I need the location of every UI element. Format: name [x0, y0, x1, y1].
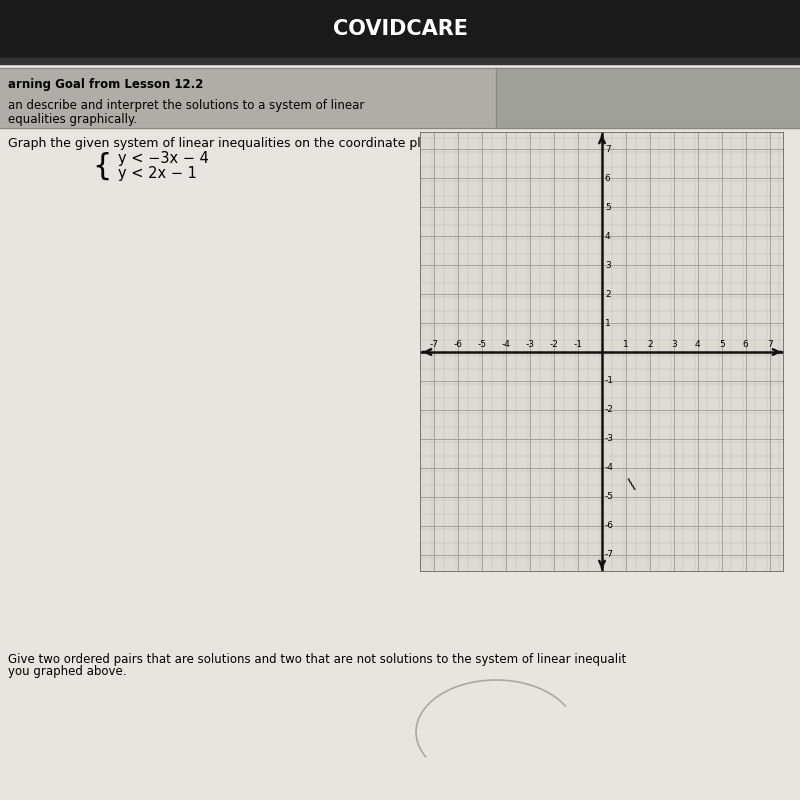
Text: -7: -7	[605, 550, 614, 559]
Text: 4: 4	[695, 339, 701, 349]
Text: COVIDCARE: COVIDCARE	[333, 19, 467, 39]
Text: -3: -3	[605, 434, 614, 443]
Text: 4: 4	[605, 232, 610, 241]
Text: -7: -7	[430, 339, 439, 349]
Text: -1: -1	[605, 377, 614, 386]
Text: 2: 2	[605, 290, 610, 298]
Text: 7: 7	[766, 339, 773, 349]
Text: 6: 6	[605, 174, 610, 183]
Text: 1: 1	[623, 339, 629, 349]
Text: Give two ordered pairs that are solutions and two that are not solutions to the : Give two ordered pairs that are solution…	[8, 654, 626, 666]
Text: 7: 7	[605, 145, 610, 154]
Text: -1: -1	[574, 339, 582, 349]
Text: equalities graphically.: equalities graphically.	[8, 113, 137, 126]
Bar	[0, 68, 496, 128]
Text: you graphed above.: you graphed above.	[8, 666, 126, 678]
Text: 1: 1	[605, 318, 610, 327]
Text: -3: -3	[526, 339, 534, 349]
Text: -6: -6	[605, 521, 614, 530]
Text: \: \	[627, 478, 636, 493]
Text: -5: -5	[605, 492, 614, 502]
Text: -6: -6	[454, 339, 463, 349]
Text: -4: -4	[502, 339, 510, 349]
Text: -2: -2	[550, 339, 558, 349]
Text: 2: 2	[647, 339, 653, 349]
Text: 6: 6	[743, 339, 749, 349]
Text: 5: 5	[719, 339, 725, 349]
Text: -2: -2	[605, 406, 614, 414]
Text: 3: 3	[605, 261, 610, 270]
Text: y < −3x − 4: y < −3x − 4	[118, 151, 210, 166]
Text: an describe and interpret the solutions to a system of linear: an describe and interpret the solutions …	[8, 99, 364, 112]
Bar	[0, 58, 800, 64]
Text: Graph the given system of linear inequalities on the coordinate plane below.: Graph the given system of linear inequal…	[8, 138, 488, 150]
Bar	[496, 68, 800, 128]
Text: -4: -4	[605, 463, 614, 472]
Text: {: {	[92, 152, 111, 181]
Text: -5: -5	[478, 339, 486, 349]
Text: arning Goal from Lesson 12.2: arning Goal from Lesson 12.2	[8, 78, 203, 91]
Text: 3: 3	[671, 339, 677, 349]
Text: y < 2x − 1: y < 2x − 1	[118, 166, 198, 181]
Text: 5: 5	[605, 202, 610, 212]
Bar	[0, 0, 800, 58]
